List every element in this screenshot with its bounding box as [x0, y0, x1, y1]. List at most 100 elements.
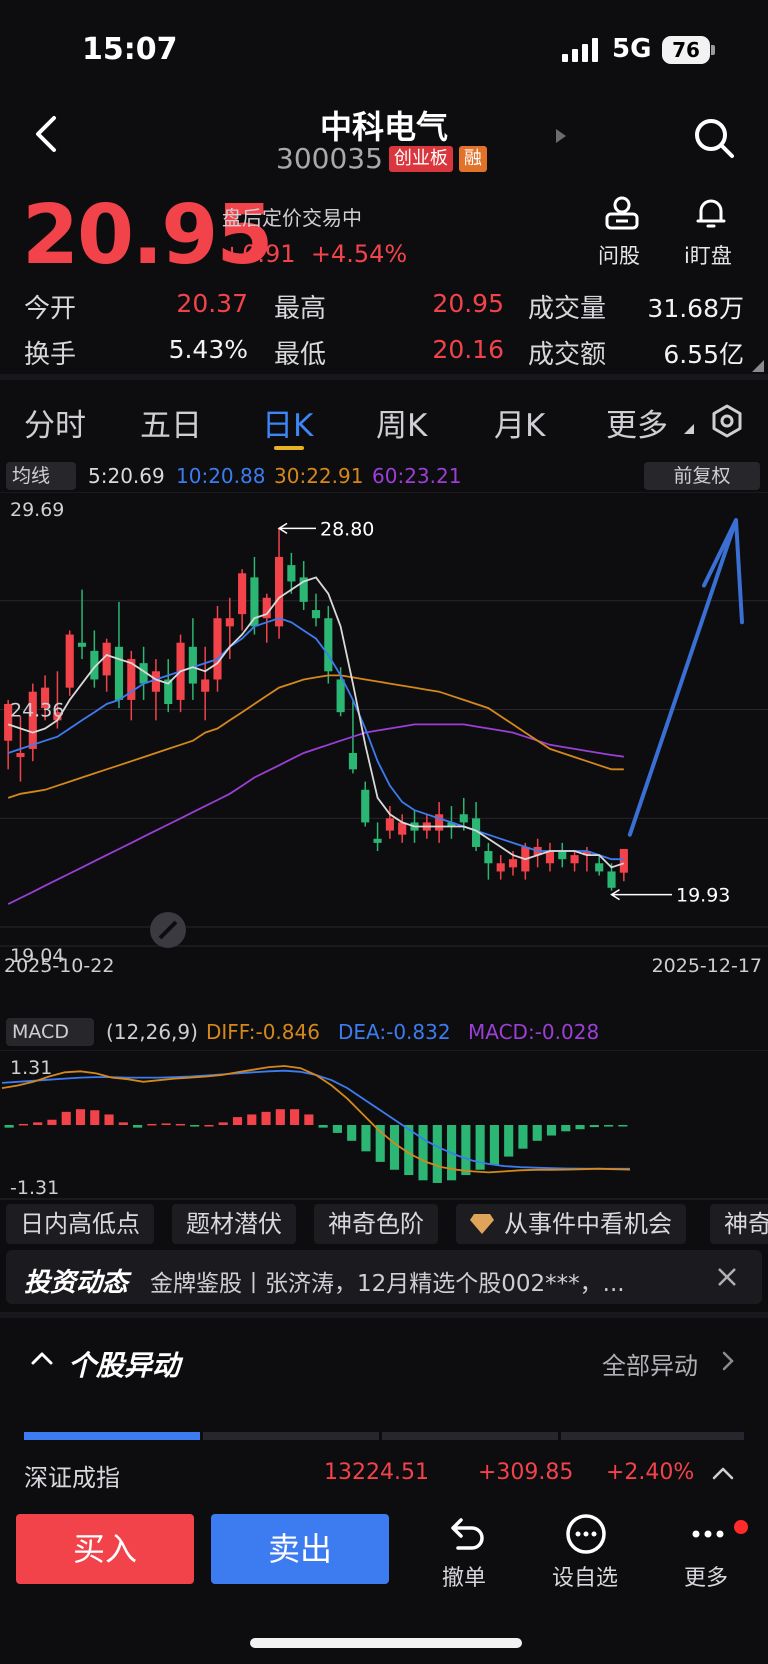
home-indicator — [250, 1638, 522, 1648]
bell-icon[interactable] — [694, 196, 728, 230]
trend-arrow-head — [702, 518, 744, 625]
chip-intraday-high-low[interactable]: 日内高低点 — [6, 1204, 154, 1244]
next-stock-arrow-icon[interactable] — [554, 127, 568, 145]
chip-event-opportunity-label: 从事件中看机会 — [504, 1210, 672, 1238]
macd-bar — [147, 1123, 157, 1126]
divider — [0, 1312, 768, 1318]
candle-body — [398, 822, 407, 835]
sell-button[interactable]: 卖出 — [211, 1514, 389, 1584]
turnover-value: 5.43% — [168, 335, 248, 364]
progress-segment — [561, 1432, 744, 1440]
ma-selector[interactable]: 均线 — [6, 462, 76, 490]
candle-body — [607, 871, 616, 888]
chart-grid — [0, 492, 768, 947]
news-bar[interactable] — [6, 1250, 762, 1304]
macd-bar — [218, 1122, 228, 1125]
chip-color-scale[interactable]: 神奇色阶 — [314, 1204, 438, 1244]
ask-stock-icon[interactable] — [602, 196, 642, 230]
candle-body — [472, 818, 481, 847]
candle-body — [102, 642, 111, 676]
macd-bar — [418, 1125, 428, 1181]
tab-five-day[interactable]: 五日 — [140, 408, 202, 444]
macd-bar — [33, 1122, 43, 1125]
network-type: 5G — [612, 34, 652, 64]
candle-body — [201, 679, 210, 692]
candle-body — [435, 814, 444, 831]
candle-body — [545, 851, 555, 864]
current-price: 20.95 — [22, 188, 273, 283]
macd-chart[interactable]: 1.31 -1.31 — [0, 1050, 768, 1200]
candle-body — [65, 634, 74, 688]
candle-body — [274, 556, 284, 627]
chip-event-opportunity[interactable]: 从事件中看机会 — [456, 1204, 686, 1244]
chip-theme-ambush[interactable]: 题材潜伏 — [172, 1204, 296, 1244]
ask-stock-label[interactable]: 问股 — [598, 244, 640, 268]
index-change: +309.85 — [478, 1460, 574, 1485]
back-icon[interactable] — [30, 112, 66, 156]
macd-bar — [61, 1111, 71, 1125]
ma5-line — [7, 576, 625, 869]
more-icon[interactable] — [686, 1512, 730, 1556]
chip-more[interactable]: 神奇 — [710, 1204, 768, 1244]
add-watchlist-label[interactable]: 设自选 — [552, 1566, 619, 1591]
chevron-up-icon[interactable] — [712, 1466, 734, 1480]
macd-selector[interactable]: MACD — [6, 1018, 94, 1046]
board-tag: 创业板 — [388, 145, 453, 172]
macd-bar — [546, 1125, 557, 1136]
price-change: +0.91 +4.54% — [222, 240, 407, 268]
candle-body — [336, 679, 345, 713]
macd-bar — [90, 1110, 100, 1125]
settings-icon[interactable] — [710, 404, 744, 438]
news-text[interactable]: 金牌鉴股丨张济涛，12月精选个股002***，... — [150, 1271, 625, 1297]
macd-bar — [518, 1125, 528, 1149]
chevron-up-icon[interactable] — [30, 1350, 54, 1366]
undo-icon[interactable] — [444, 1512, 488, 1556]
macd-bar — [332, 1125, 342, 1133]
macd-bar — [247, 1114, 257, 1125]
low-label: 最低 — [274, 340, 327, 370]
all-abnormal-link[interactable]: 全部异动 — [602, 1352, 698, 1380]
macd-value: MACD:-0.028 — [468, 1020, 600, 1044]
index-value: 13224.51 — [324, 1460, 429, 1485]
search-icon[interactable] — [692, 116, 736, 160]
diamond-icon — [470, 1214, 494, 1234]
low-value: 20.16 — [432, 335, 504, 364]
candle-body — [4, 703, 13, 741]
macd-bar — [618, 1125, 628, 1127]
y-tick-label: 19.04 — [10, 945, 64, 967]
candle-body — [114, 646, 124, 700]
watch-label[interactable]: i盯盘 — [684, 244, 732, 268]
tab-daily-k[interactable]: 日K — [262, 408, 314, 444]
index-name[interactable]: 深证成指 — [24, 1464, 120, 1492]
candle-body — [496, 863, 505, 872]
buy-button[interactable]: 买入 — [16, 1514, 194, 1584]
high-label: 最高 — [274, 294, 327, 324]
annotation-arrow — [277, 522, 288, 534]
macd-bar — [404, 1125, 414, 1176]
macd-bar — [133, 1125, 143, 1128]
change-value: +0.91 — [222, 240, 296, 268]
candle-body — [373, 838, 382, 843]
tab-more[interactable]: 更多 — [606, 408, 668, 444]
macd-bar — [4, 1125, 14, 1128]
add-watchlist-icon[interactable] — [564, 1512, 608, 1556]
amount-label: 成交额 — [528, 340, 607, 370]
tab-intraday[interactable]: 分时 — [24, 408, 86, 444]
chevron-right-icon[interactable] — [722, 1351, 734, 1371]
cancel-order-label[interactable]: 撤单 — [442, 1566, 487, 1591]
adjust-selector[interactable]: 前复权 — [644, 462, 760, 490]
close-icon[interactable] — [716, 1266, 738, 1288]
macd-bar — [589, 1125, 599, 1128]
progress-segment — [24, 1432, 200, 1440]
tab-weekly-k[interactable]: 周K — [376, 408, 428, 444]
y-tick-label: 29.69 — [10, 499, 64, 521]
y-tick-label: 1.31 — [10, 1057, 52, 1079]
macd-bar — [161, 1123, 171, 1125]
expand-corner-icon[interactable] — [752, 360, 764, 372]
ma30-value: 30:22.91 — [274, 464, 364, 488]
index-change-percent: +2.40% — [606, 1460, 695, 1485]
more-label[interactable]: 更多 — [684, 1566, 729, 1591]
stock-code-row: 300035 创业板 融 — [276, 142, 487, 175]
tab-monthly-k[interactable]: 月K — [494, 408, 546, 444]
